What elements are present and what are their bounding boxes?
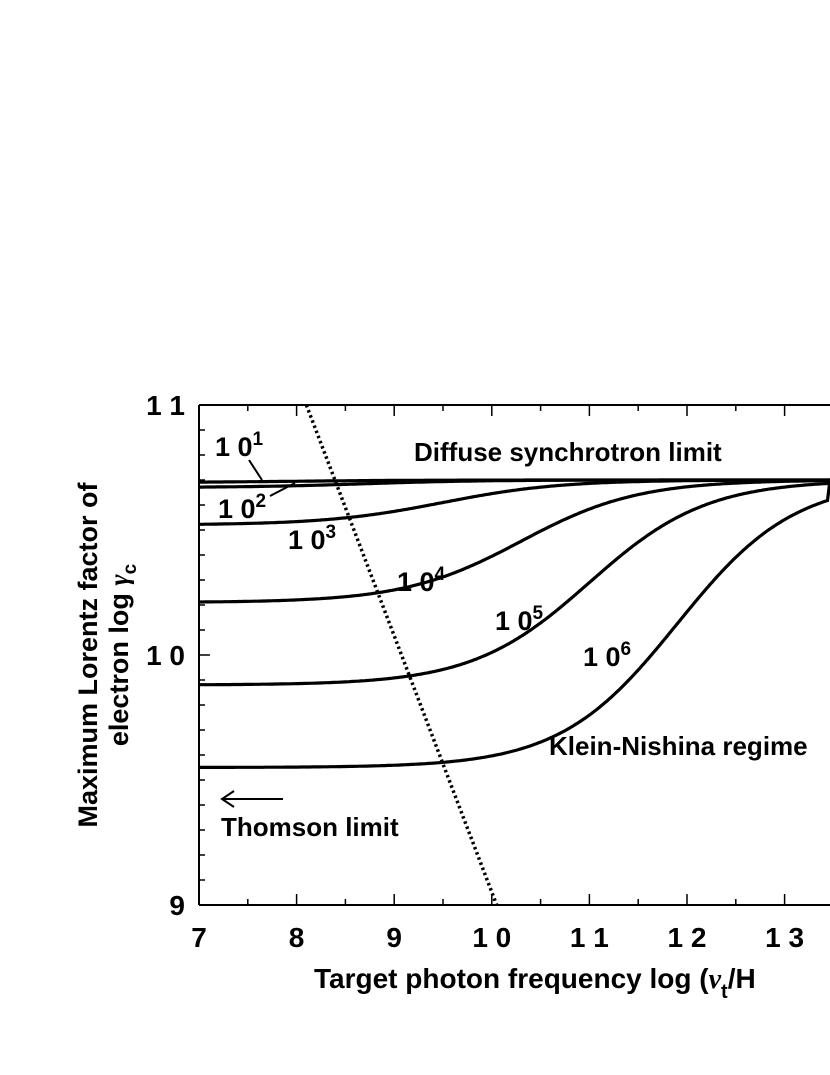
y-axis-title-line2: electron log γc bbox=[104, 563, 141, 746]
series-label-10-3: 1 03 bbox=[288, 522, 336, 555]
x-tick-label: 1 1 bbox=[570, 922, 609, 953]
x-tick-label: 1 0 bbox=[472, 922, 511, 953]
curve-10-4 bbox=[199, 478, 830, 604]
curves bbox=[199, 478, 830, 769]
thomson-arrow bbox=[220, 790, 283, 808]
y-tick-label: 1 0 bbox=[146, 640, 185, 671]
series-label-10-6: 1 06 bbox=[583, 639, 631, 672]
x-tick-label: 1 3 bbox=[765, 922, 804, 953]
leader-10-2 bbox=[269, 482, 296, 497]
series-label-10-4: 1 04 bbox=[397, 564, 446, 597]
curve-10-6 bbox=[199, 479, 830, 769]
curve-10-5 bbox=[199, 479, 830, 687]
axis-ticks bbox=[198, 404, 786, 906]
x-tick-label: 1 2 bbox=[668, 922, 707, 953]
series-labels: 1 01 1 02 1 03 1 04 1 05 1 06 bbox=[215, 429, 631, 672]
series-label-10-2: 1 02 bbox=[218, 491, 266, 524]
curve-10-3 bbox=[199, 478, 830, 526]
series-label-10-5: 1 05 bbox=[495, 603, 544, 636]
leader-10-1 bbox=[248, 459, 263, 481]
thomson-limit-annotation: Thomson limit bbox=[221, 812, 399, 842]
thomson-boundary-line bbox=[304, 404, 499, 906]
y-axis-title-line1: Maximum Lorentz factor of bbox=[73, 481, 103, 827]
diffuse-limit-annotation: Diffuse synchrotron limit bbox=[414, 437, 722, 467]
klein-nishina-annotation: Klein-Nishina regime bbox=[549, 731, 808, 761]
x-axis-title: Target photon frequency log (νt/H bbox=[314, 963, 756, 1003]
y-tick-label: 9 bbox=[169, 890, 185, 921]
y-tick-label: 1 1 bbox=[146, 390, 185, 421]
x-tick-label: 9 bbox=[386, 922, 402, 953]
x-tick-label: 8 bbox=[289, 922, 305, 953]
thomson-boundary bbox=[304, 404, 499, 906]
x-tick-label: 7 bbox=[191, 922, 207, 953]
tick-labels: 7 8 9 1 0 1 1 1 2 1 3 9 1 0 1 1 bbox=[146, 390, 804, 953]
series-label-10-1: 1 01 bbox=[215, 429, 264, 462]
